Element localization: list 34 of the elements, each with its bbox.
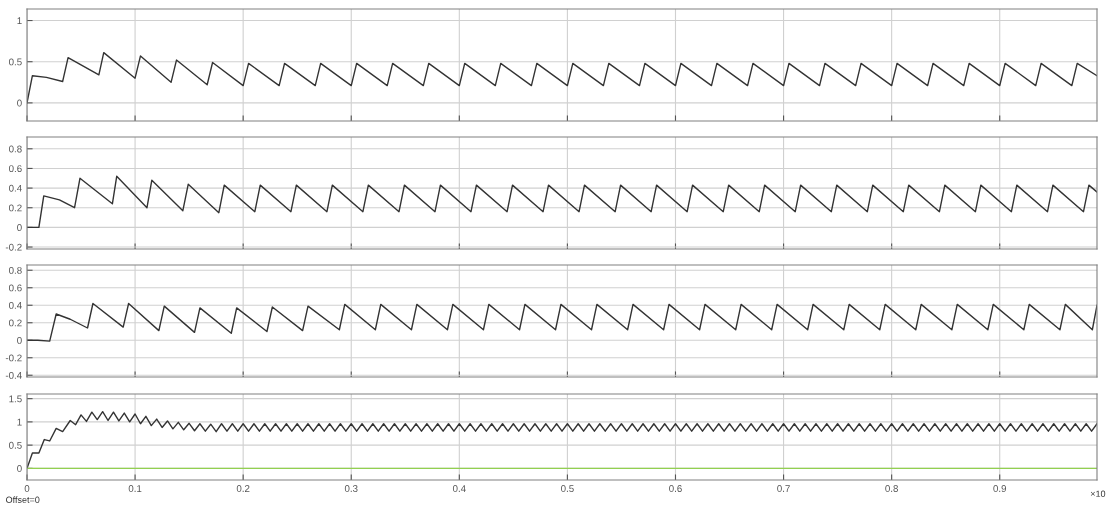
x-tick-label: 0.4: [452, 485, 466, 492]
text: Offset=0: [6, 496, 40, 503]
y-tick-label: 0.8: [9, 266, 22, 274]
y-tick-label: 0.2: [9, 204, 22, 212]
y-tick-label: 0.6: [9, 284, 22, 292]
x-tick-label: 0.6: [669, 485, 682, 492]
y-tick-label: 1: [17, 418, 22, 426]
y-tick-label: -0.4: [5, 371, 22, 379]
x-tick-label: 0.7: [777, 485, 790, 492]
y-tick-label: 0: [17, 224, 22, 231]
y-tick-label: -0.2: [5, 354, 22, 362]
x-tick-label: 0.3: [344, 485, 358, 492]
line-series: [27, 175, 1097, 229]
x-tick-label: 0.1: [128, 485, 142, 492]
y-tick-label: 0.5: [9, 441, 22, 449]
y-tick-label: 0.8: [9, 145, 22, 153]
y-tick-label: 0.2: [9, 319, 22, 327]
x-tick-label: 0.8: [885, 485, 898, 492]
y-tick-label: 1.5: [9, 395, 22, 403]
y-tick-label: 0.6: [9, 165, 22, 173]
y-tick-label: -0.2: [5, 243, 22, 251]
x-tick-label: 0: [24, 485, 30, 492]
text: ×10: [1090, 490, 1106, 497]
y-tick-label: 0: [17, 99, 22, 107]
y-tick-label: 0.4: [9, 301, 22, 309]
x-tick-label: 0.5: [561, 485, 574, 492]
y-tick-label: 0: [17, 336, 22, 344]
y-tick-label: 0: [17, 465, 22, 472]
y-tick-label: 1: [17, 17, 22, 25]
x-tick-label: 0.9: [993, 485, 1007, 492]
x-tick-label: 0.2: [236, 485, 250, 492]
line-series: [27, 302, 1097, 342]
y-tick-label: 0.4: [9, 184, 22, 192]
y-tick-label: 0.5: [9, 58, 22, 66]
